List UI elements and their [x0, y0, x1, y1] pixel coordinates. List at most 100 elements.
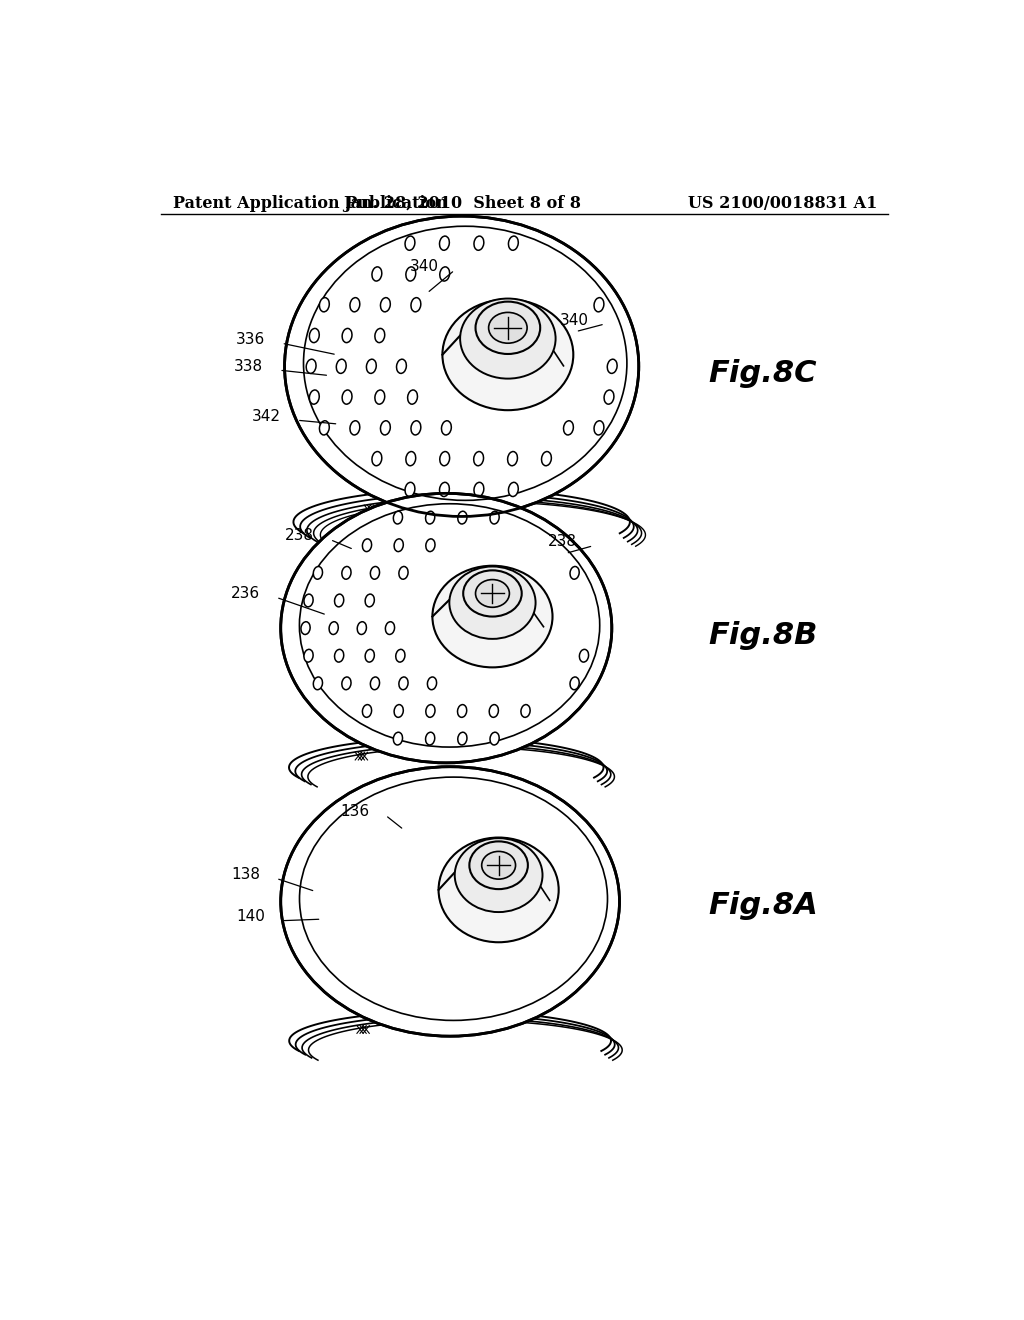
- Ellipse shape: [396, 359, 407, 374]
- Ellipse shape: [395, 649, 404, 663]
- Text: US 2100/0018831 A1: US 2100/0018831 A1: [688, 194, 878, 211]
- Text: 136: 136: [340, 804, 370, 818]
- Ellipse shape: [342, 389, 352, 404]
- Ellipse shape: [372, 267, 382, 281]
- Ellipse shape: [481, 851, 515, 879]
- Ellipse shape: [542, 451, 551, 466]
- Ellipse shape: [438, 837, 559, 942]
- Ellipse shape: [441, 421, 452, 436]
- Ellipse shape: [406, 236, 415, 251]
- Ellipse shape: [366, 649, 375, 663]
- Ellipse shape: [508, 451, 517, 466]
- Ellipse shape: [335, 594, 344, 607]
- Ellipse shape: [357, 622, 367, 635]
- Text: 138: 138: [231, 867, 260, 882]
- Ellipse shape: [442, 300, 573, 411]
- Ellipse shape: [406, 451, 416, 466]
- Ellipse shape: [432, 566, 553, 668]
- Text: 340: 340: [560, 313, 589, 327]
- Text: Fig.8A: Fig.8A: [708, 891, 818, 920]
- Ellipse shape: [509, 482, 518, 496]
- Ellipse shape: [362, 705, 372, 717]
- Ellipse shape: [570, 566, 580, 579]
- Ellipse shape: [313, 566, 323, 579]
- Ellipse shape: [604, 389, 614, 404]
- Text: 336: 336: [237, 331, 265, 347]
- Ellipse shape: [475, 302, 541, 354]
- Ellipse shape: [285, 216, 639, 516]
- Ellipse shape: [439, 451, 450, 466]
- Ellipse shape: [342, 566, 351, 579]
- Text: 338: 338: [233, 359, 263, 374]
- Ellipse shape: [458, 733, 467, 744]
- Ellipse shape: [281, 767, 620, 1036]
- Ellipse shape: [304, 594, 313, 607]
- Ellipse shape: [455, 838, 543, 912]
- Ellipse shape: [367, 359, 376, 374]
- Ellipse shape: [393, 511, 402, 524]
- Ellipse shape: [375, 329, 385, 343]
- Ellipse shape: [594, 421, 604, 436]
- Ellipse shape: [366, 594, 375, 607]
- Ellipse shape: [469, 841, 528, 890]
- Ellipse shape: [439, 482, 450, 496]
- Ellipse shape: [474, 236, 483, 251]
- Ellipse shape: [381, 297, 390, 312]
- Ellipse shape: [489, 705, 499, 717]
- Ellipse shape: [411, 297, 421, 312]
- Ellipse shape: [475, 579, 509, 607]
- Text: 340: 340: [410, 259, 438, 273]
- Ellipse shape: [385, 622, 394, 635]
- Ellipse shape: [336, 359, 346, 374]
- Ellipse shape: [381, 421, 390, 436]
- Ellipse shape: [309, 389, 319, 404]
- Ellipse shape: [342, 329, 352, 343]
- Ellipse shape: [411, 421, 421, 436]
- Ellipse shape: [490, 511, 499, 524]
- Ellipse shape: [474, 451, 483, 466]
- Ellipse shape: [281, 494, 611, 763]
- Ellipse shape: [335, 649, 344, 663]
- Ellipse shape: [350, 297, 359, 312]
- Ellipse shape: [426, 539, 435, 552]
- Ellipse shape: [426, 705, 435, 717]
- Text: Jan. 28, 2010  Sheet 8 of 8: Jan. 28, 2010 Sheet 8 of 8: [343, 194, 581, 211]
- Ellipse shape: [563, 421, 573, 436]
- Ellipse shape: [306, 359, 316, 374]
- Ellipse shape: [301, 622, 310, 635]
- Ellipse shape: [342, 677, 351, 690]
- Ellipse shape: [439, 267, 450, 281]
- Text: 238: 238: [548, 535, 578, 549]
- Ellipse shape: [350, 421, 359, 436]
- Ellipse shape: [371, 566, 380, 579]
- Ellipse shape: [406, 267, 416, 281]
- Ellipse shape: [580, 649, 589, 663]
- Ellipse shape: [450, 566, 536, 639]
- Ellipse shape: [474, 482, 483, 496]
- Ellipse shape: [394, 705, 403, 717]
- Ellipse shape: [329, 622, 338, 635]
- Ellipse shape: [309, 329, 319, 343]
- Ellipse shape: [426, 733, 435, 744]
- Ellipse shape: [393, 733, 402, 744]
- Text: 342: 342: [252, 409, 281, 424]
- Ellipse shape: [594, 297, 604, 312]
- Ellipse shape: [458, 705, 467, 717]
- Ellipse shape: [570, 677, 580, 690]
- Ellipse shape: [399, 677, 409, 690]
- Text: 140: 140: [237, 909, 265, 924]
- Ellipse shape: [488, 313, 527, 343]
- Ellipse shape: [427, 677, 436, 690]
- Ellipse shape: [607, 359, 617, 374]
- Ellipse shape: [521, 705, 530, 717]
- Ellipse shape: [408, 389, 418, 404]
- Ellipse shape: [313, 677, 323, 690]
- Text: Fig.8B: Fig.8B: [708, 622, 817, 651]
- Ellipse shape: [371, 677, 380, 690]
- Ellipse shape: [319, 421, 330, 436]
- Ellipse shape: [509, 236, 518, 251]
- Ellipse shape: [463, 570, 521, 616]
- Ellipse shape: [375, 389, 385, 404]
- Text: Patent Application Publication: Patent Application Publication: [173, 194, 447, 211]
- Ellipse shape: [394, 539, 403, 552]
